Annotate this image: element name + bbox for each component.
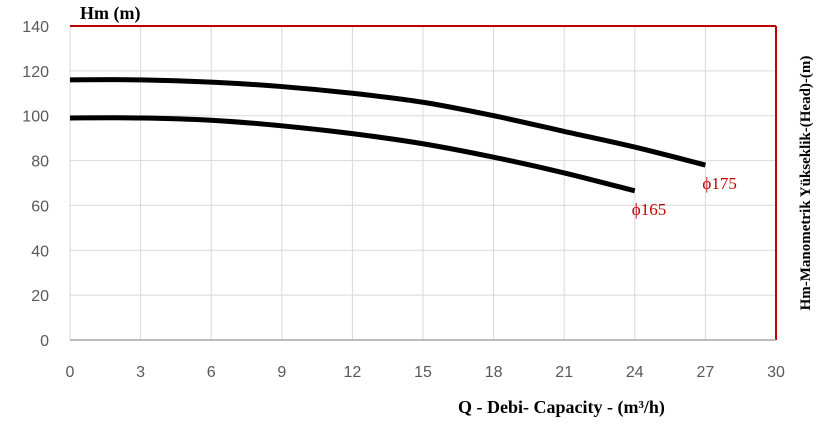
y-tick-label: 120	[22, 64, 49, 81]
y-tick-label: 80	[31, 154, 49, 171]
curves	[69, 77, 707, 194]
x-tick-labels: 0 3 6 9 12 15 18 21 24 27 30	[66, 364, 785, 381]
plot-frame	[70, 25, 777, 341]
x-tick-label: 30	[767, 364, 785, 381]
curve-labels: ϕ175 ϕ165	[632, 174, 737, 219]
x-axis-title: Q - Debi- Capacity - (m³/h)	[458, 397, 665, 418]
curve-165	[69, 115, 636, 194]
right-axis-title: Hm-Manometrik Yükseklik-(Head)-(m)	[798, 56, 814, 311]
x-tick-label: 21	[555, 364, 573, 381]
x-tick-label: 27	[697, 364, 715, 381]
y-tick-label: 0	[40, 333, 49, 350]
x-tick-label: 15	[414, 364, 432, 381]
y-tick-label: 60	[31, 198, 49, 215]
y-tick-labels: 0 20 40 60 80 100 120 140	[22, 19, 49, 350]
x-tick-label: 18	[485, 364, 503, 381]
curve-175	[69, 77, 707, 168]
x-tick-label: 6	[207, 364, 216, 381]
y-axis-title: Hm (m)	[80, 3, 140, 24]
x-tick-label: 24	[626, 364, 644, 381]
grid	[69, 25, 777, 341]
y-tick-label: 100	[22, 109, 49, 126]
x-tick-label: 3	[136, 364, 145, 381]
curve-label: ϕ165	[632, 200, 666, 219]
x-tick-label: 9	[277, 364, 286, 381]
x-tick-label: 0	[66, 364, 75, 381]
x-tick-label: 12	[344, 364, 362, 381]
y-tick-label: 20	[31, 288, 49, 305]
y-tick-label: 140	[22, 19, 49, 36]
curve-label: ϕ175	[702, 174, 736, 193]
y-tick-label: 40	[31, 243, 49, 260]
